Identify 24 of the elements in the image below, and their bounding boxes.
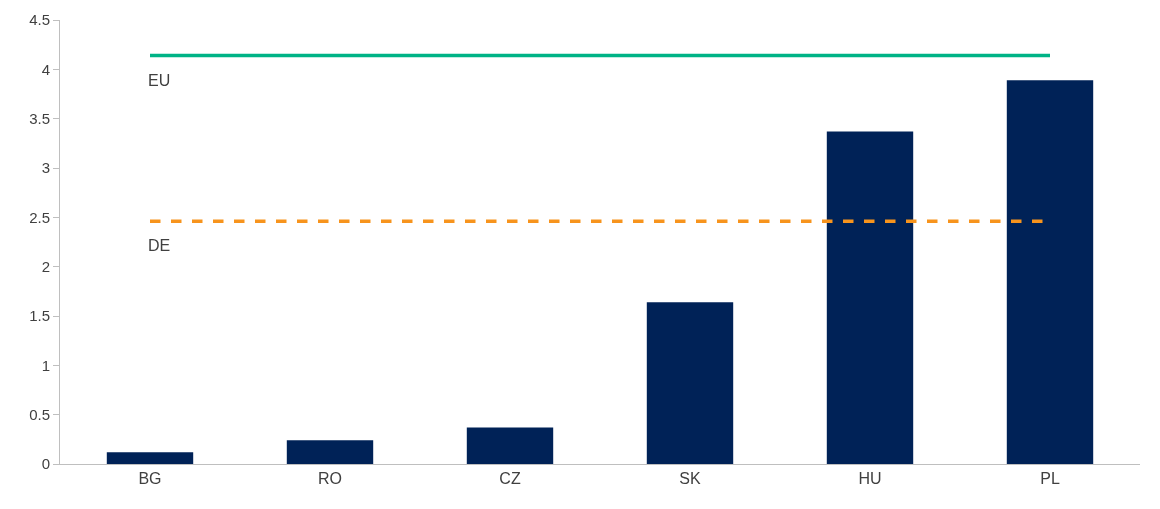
x-tick-label: BG xyxy=(138,470,162,488)
bar xyxy=(1006,80,1094,464)
y-tick-label: 4 xyxy=(41,60,50,78)
y-tick-label: 0.5 xyxy=(29,405,50,423)
y-tick-label: 2 xyxy=(41,257,50,275)
y-tick-label: 3.5 xyxy=(29,109,50,127)
x-tick-label: RO xyxy=(318,470,342,488)
y-tick-label: 2.5 xyxy=(29,208,50,226)
bar xyxy=(106,452,194,464)
ref-line-label: DE xyxy=(148,237,171,254)
bar xyxy=(646,302,734,464)
y-tick-label: 1.5 xyxy=(29,307,50,325)
y-tick-label: 4.5 xyxy=(29,11,50,29)
ref-line-label: EU xyxy=(148,72,171,89)
y-tick-label: 1 xyxy=(41,356,50,374)
bar xyxy=(826,131,914,464)
x-tick-label: SK xyxy=(679,470,701,488)
x-tick-label: CZ xyxy=(499,470,521,488)
bar xyxy=(466,427,554,464)
x-tick-label: HU xyxy=(858,470,882,488)
x-tick-label: PL xyxy=(1040,470,1060,488)
y-tick-label: 3 xyxy=(41,159,50,177)
bar xyxy=(286,440,374,464)
y-tick-label: 0 xyxy=(41,455,50,473)
